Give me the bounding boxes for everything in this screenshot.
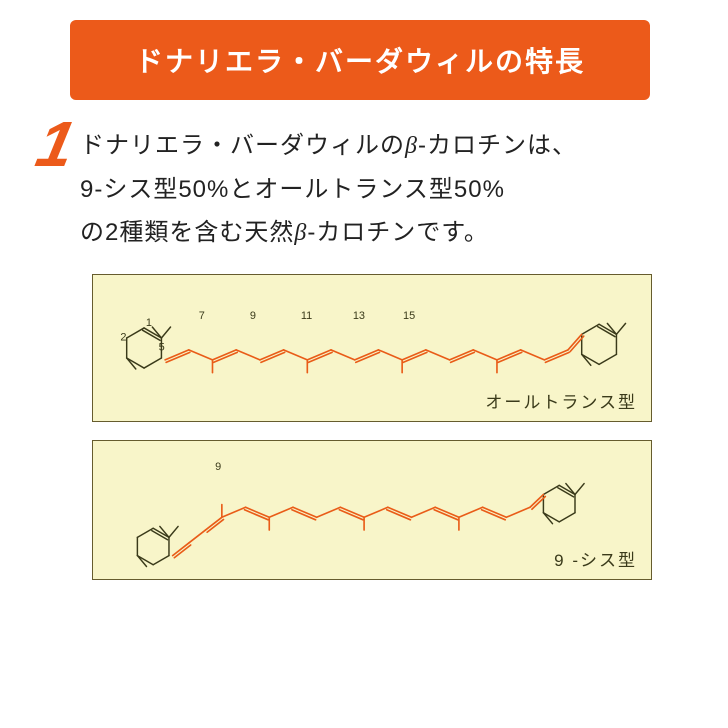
svg-text:9: 9 (250, 309, 256, 321)
t1: ドナリエラ・バーダウィルの (80, 132, 405, 159)
diagram-9-cis: 9 9 -シス型 (92, 440, 652, 580)
t3a: の2種類を含む天然 (80, 219, 294, 246)
svg-text:13: 13 (353, 309, 365, 321)
feature-point-1: 1 ドナリエラ・バーダウィルのβ-カロチンは、 9-シス型50%とオールトランス… (80, 124, 668, 256)
svg-text:11: 11 (301, 309, 312, 321)
svg-text:7: 7 (199, 309, 205, 321)
svg-text:1: 1 (146, 317, 152, 329)
svg-text:15: 15 (403, 309, 415, 321)
beta2: β (294, 220, 307, 246)
t1b: -カロチンは、 (418, 132, 577, 159)
svg-text:9: 9 (215, 460, 221, 472)
svg-text:2: 2 (120, 331, 126, 343)
diagram-all-trans: 1 2 5 7 9 11 13 15 オールトランス型 (92, 274, 652, 422)
t2: 9-シス型50%とオールトランス型50% (80, 176, 505, 203)
t3b: -カロチンです。 (307, 219, 489, 246)
point-number-1: 1 (31, 112, 80, 176)
header-banner: ドナリエラ・バーダウィルの特長 (70, 20, 650, 100)
point-text: ドナリエラ・バーダウィルのβ-カロチンは、 9-シス型50%とオールトランス型5… (80, 124, 668, 256)
beta1: β (405, 133, 418, 159)
label-all-trans: オールトランス型 (485, 388, 637, 413)
label-9-cis: 9 -シス型 (554, 546, 637, 571)
svg-text:5: 5 (159, 341, 165, 353)
